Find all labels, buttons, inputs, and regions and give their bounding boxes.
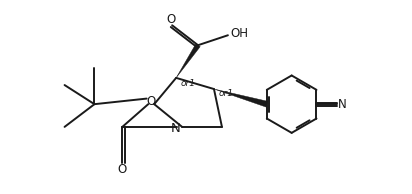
Text: OH: OH xyxy=(230,27,248,40)
Text: or1: or1 xyxy=(219,89,234,98)
Text: O: O xyxy=(166,13,175,26)
Polygon shape xyxy=(214,89,268,107)
Text: N: N xyxy=(171,122,181,135)
Text: N: N xyxy=(338,98,347,111)
Polygon shape xyxy=(176,44,200,78)
Text: O: O xyxy=(146,95,156,108)
Text: O: O xyxy=(118,163,127,176)
Text: or1: or1 xyxy=(181,79,196,87)
